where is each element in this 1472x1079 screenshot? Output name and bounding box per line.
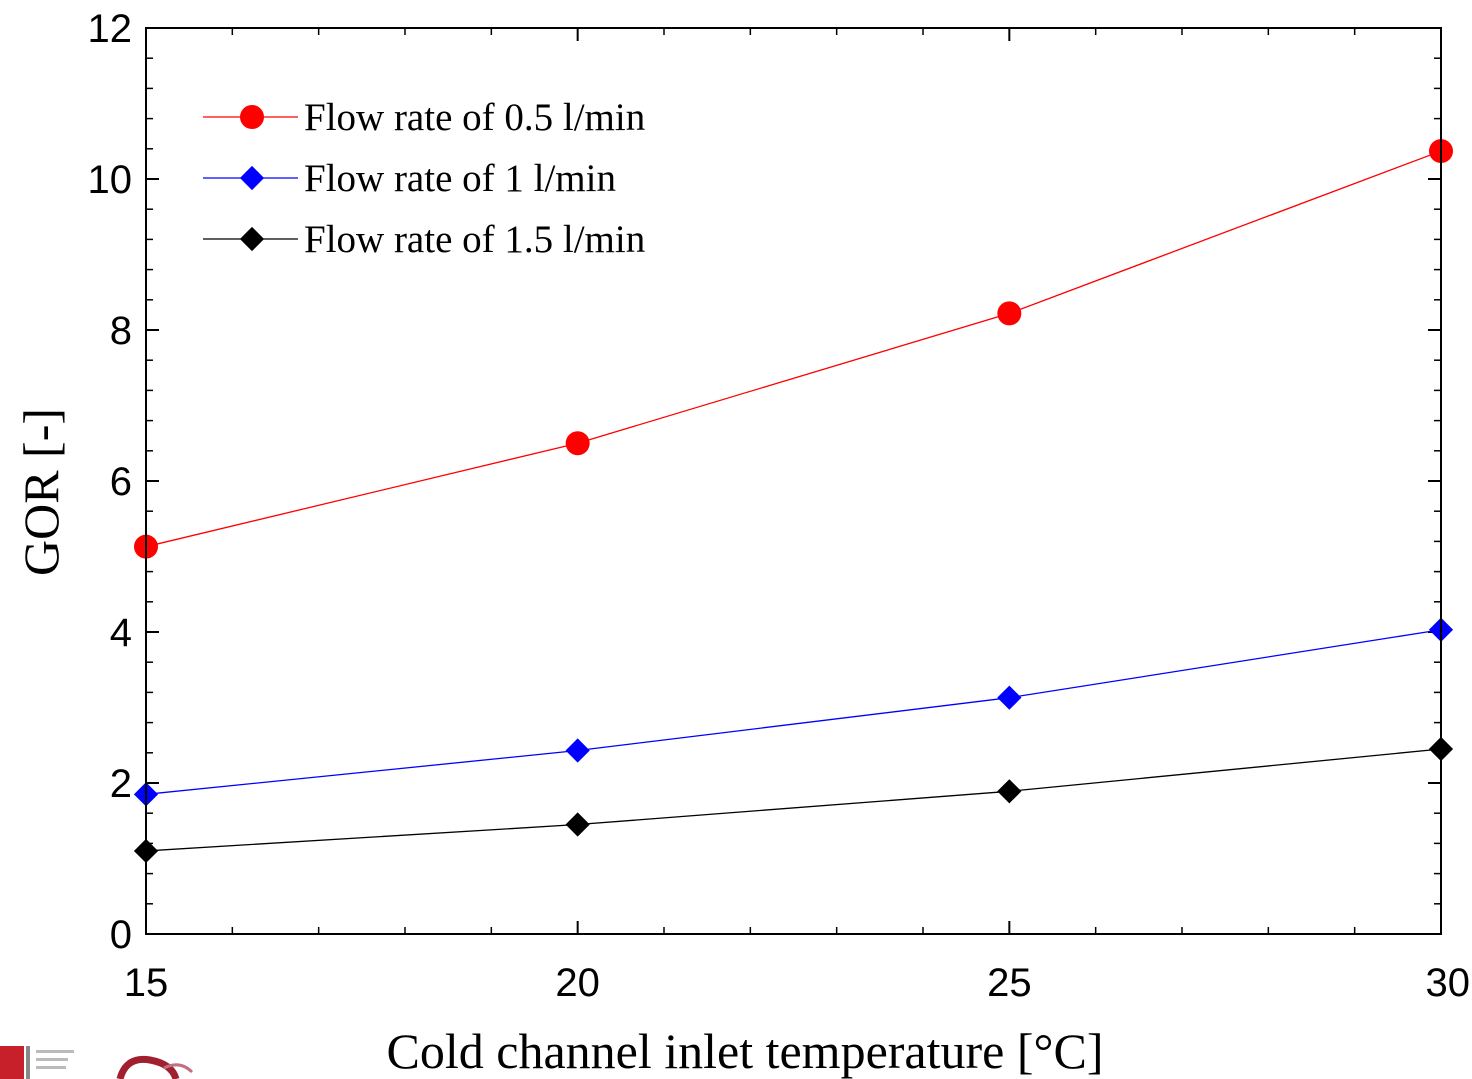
y-tick-label: 6 (110, 460, 132, 504)
y-tick-label: 2 (110, 762, 132, 806)
y-tick-label: 10 (88, 158, 133, 202)
x-tick-label: 15 (124, 961, 169, 1005)
legend: Flow rate of 0.5 l/min Flow rate of 1 l/m… (203, 96, 645, 261)
x-tick-label: 20 (555, 961, 600, 1005)
tick-labels: 15 20 25 30 0 2 4 6 8 10 12 (88, 7, 1471, 1005)
x-tick-label: 25 (987, 961, 1032, 1005)
legend-item: Flow rate of 0.5 l/min (203, 96, 645, 139)
series-3 (133, 736, 1454, 864)
data-point (997, 779, 1022, 804)
legend-label: Flow rate of 1.5 l/min (304, 218, 645, 261)
series-1 (134, 139, 1453, 559)
legend-marker (239, 226, 265, 252)
series-2 (133, 617, 1454, 807)
legend-item: Flow rate of 1 l/min (203, 157, 616, 200)
y-tick-label: 12 (88, 7, 133, 51)
plot-frame (145, 27, 1442, 935)
y-tick-label: 0 (110, 913, 132, 957)
legend-marker (239, 165, 265, 191)
y-axis-title: GOR [-] (13, 408, 69, 576)
data-point (997, 301, 1022, 326)
data-point (565, 738, 590, 763)
series-line (145, 748, 1442, 852)
series-line (145, 629, 1442, 795)
x-tick-label: 30 (1426, 961, 1471, 1005)
legend-marker (240, 105, 264, 129)
data-point (565, 812, 590, 837)
y-tick-label: 4 (110, 611, 132, 655)
minor-ticks (146, 28, 1441, 934)
data-point (997, 685, 1022, 710)
legend-label: Flow rate of 1 l/min (304, 157, 616, 200)
y-tick-label: 8 (110, 309, 132, 353)
data-point (565, 431, 590, 456)
legend-item: Flow rate of 1.5 l/min (203, 218, 645, 261)
series-line (145, 150, 1442, 548)
logo-mark (0, 1046, 194, 1079)
legend-label: Flow rate of 0.5 l/min (304, 96, 645, 139)
x-axis-title: Cold channel inlet temperature [°C] (387, 1023, 1104, 1079)
